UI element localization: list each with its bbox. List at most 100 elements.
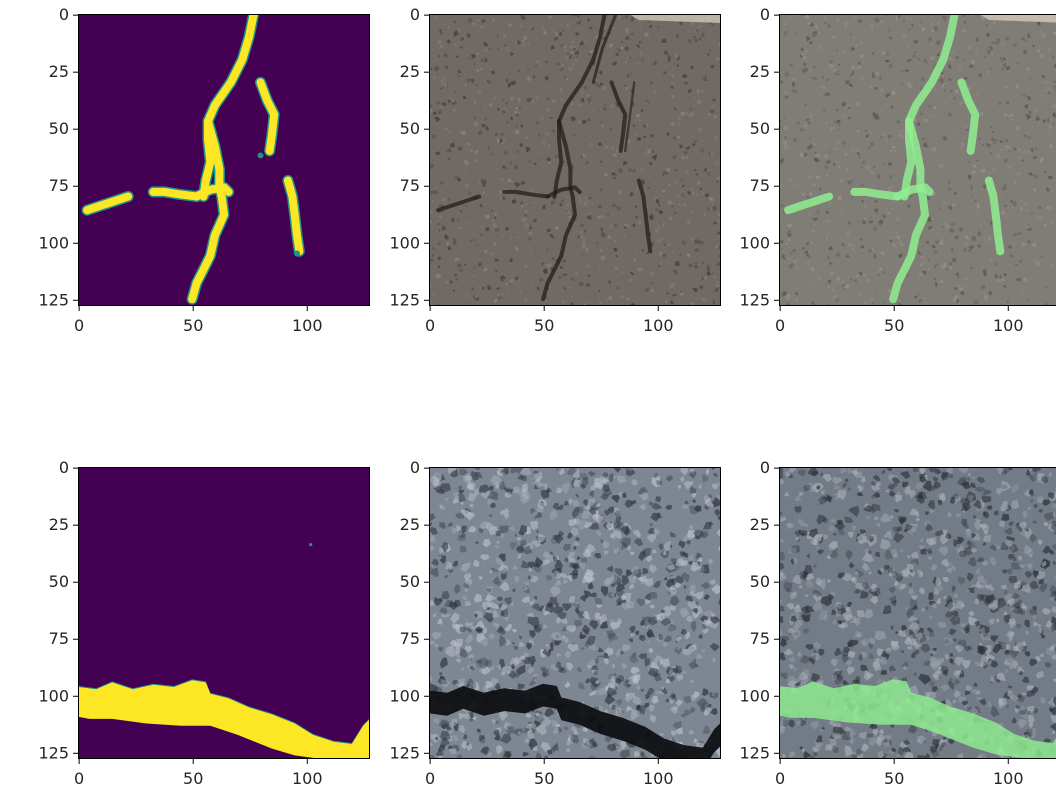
photo-texture <box>445 281 449 284</box>
photo-texture <box>545 97 550 101</box>
photo-texture <box>574 164 578 167</box>
photo-texture <box>895 494 903 503</box>
photo-texture <box>670 121 675 127</box>
photo-texture <box>1027 172 1034 176</box>
photo-texture <box>714 287 719 293</box>
photo-texture <box>469 711 474 718</box>
photo-texture <box>712 23 715 27</box>
photo-texture <box>572 562 581 571</box>
photo-texture <box>552 502 560 511</box>
photo-texture <box>1049 144 1053 149</box>
photo-texture <box>669 211 672 213</box>
photo-texture <box>675 664 682 674</box>
photo-texture <box>503 22 506 25</box>
photo-texture <box>678 20 683 26</box>
photo-texture <box>960 602 966 608</box>
photo-texture <box>964 235 970 240</box>
photo-texture <box>520 204 524 208</box>
photo-texture <box>854 17 856 20</box>
photo-texture <box>434 116 441 123</box>
photo-texture <box>920 643 931 653</box>
photo-texture <box>619 537 631 549</box>
photo-texture <box>576 20 581 25</box>
photo-texture <box>799 720 807 727</box>
photo-texture <box>864 165 870 170</box>
photo-texture <box>672 721 682 730</box>
photo-texture <box>923 520 931 528</box>
photo-texture <box>813 216 817 219</box>
photo-texture <box>1046 648 1056 657</box>
photo-texture <box>828 718 837 727</box>
photo-texture <box>990 151 992 155</box>
photo-texture <box>823 615 828 622</box>
photo-texture <box>972 299 979 306</box>
photo-texture <box>851 196 854 199</box>
photo-texture <box>938 745 943 752</box>
photo-texture <box>706 270 712 276</box>
photo-texture <box>629 191 634 197</box>
photo-texture <box>1003 28 1007 31</box>
photo-texture <box>931 27 936 33</box>
photo-texture <box>478 180 481 184</box>
photo-texture <box>561 481 570 495</box>
photo-texture <box>500 533 505 539</box>
photo-texture <box>454 90 457 93</box>
photo-texture <box>916 122 921 127</box>
photo-texture <box>799 746 804 750</box>
photo-texture <box>963 546 973 556</box>
photo-texture <box>794 59 797 62</box>
photo-texture <box>784 492 790 497</box>
photo-texture <box>478 528 484 534</box>
photo-texture <box>695 600 699 605</box>
photo-texture <box>987 170 993 175</box>
photo-texture <box>482 266 485 270</box>
photo-texture <box>831 609 837 615</box>
photo-texture <box>779 516 787 522</box>
photo-texture <box>524 210 528 213</box>
photo-texture <box>856 152 860 155</box>
photo-texture <box>711 202 714 205</box>
photo-texture <box>1025 223 1030 228</box>
photo-texture <box>890 600 897 607</box>
photo-texture <box>521 489 531 499</box>
photo-texture <box>698 484 702 490</box>
photo-texture <box>831 726 845 736</box>
photo-texture <box>549 551 554 555</box>
photo-texture <box>587 118 591 122</box>
photo-texture <box>685 146 691 150</box>
photo-texture <box>982 542 987 546</box>
photo-texture <box>467 493 478 502</box>
photo-texture <box>682 670 687 675</box>
photo-texture <box>1035 109 1039 113</box>
photo-texture <box>954 495 961 504</box>
photo-texture <box>638 40 641 44</box>
photo-texture <box>666 167 671 172</box>
photo-texture <box>657 25 660 28</box>
photo-texture <box>961 518 968 527</box>
photo-texture <box>962 15 966 18</box>
photo-texture <box>509 602 514 606</box>
photo-texture <box>993 675 1001 683</box>
photo-texture <box>923 246 927 249</box>
photo-texture <box>448 745 452 750</box>
photo-texture <box>681 73 688 79</box>
photo-texture <box>1016 522 1021 527</box>
photo-texture <box>441 591 450 600</box>
photo-texture <box>672 667 679 674</box>
photo-texture <box>964 497 972 506</box>
photo-texture <box>636 598 645 607</box>
photo-texture <box>982 662 988 669</box>
photo-texture <box>506 120 510 125</box>
crack-path <box>256 78 279 155</box>
photo-texture <box>684 709 690 716</box>
photo-texture <box>983 511 990 519</box>
photo-texture <box>990 705 1000 718</box>
photo-texture <box>1023 200 1029 206</box>
photo-texture <box>988 257 993 263</box>
photo-texture <box>429 534 436 542</box>
photo-texture <box>549 585 562 597</box>
photo-texture <box>868 723 877 730</box>
photo-texture <box>660 222 663 225</box>
